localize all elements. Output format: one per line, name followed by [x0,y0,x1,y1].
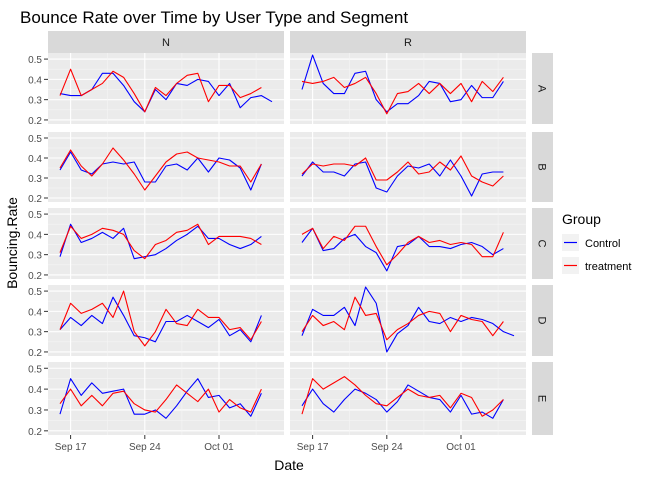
y-tick-label: 0.2 [28,116,42,127]
panel-N-E [48,362,284,435]
series-line-control-R-A [301,54,504,113]
panel-N-D [48,285,284,356]
facet-strip-C [532,208,553,279]
legend-title: Group [562,211,601,227]
y-tick-label: 0.2 [28,427,42,438]
series-line-control-N-C [59,223,262,260]
y-tick-label: 0.3 [28,251,42,262]
panel-N-C [48,208,284,279]
series-line-control-R-C [301,227,504,272]
series-line-treatment-N-B [59,147,262,191]
facet-strip-B [532,132,553,202]
panel-background [48,208,284,279]
panel-N-B [48,132,284,202]
facet-strip-A [532,53,553,124]
y-tick-label: 0.3 [28,328,42,339]
facet-label-E: E [536,395,548,402]
y-tick-label: 0.5 [28,134,42,145]
series-line-treatment-N-A [59,68,262,113]
facet-label-N: N [162,37,170,49]
series-line-treatment-R-A [301,76,504,115]
y-tick-label: 0.5 [28,287,42,298]
series-line-control-R-B [301,159,504,197]
y-tick-label: 0.5 [28,55,42,66]
x-axis-title: Date [274,457,304,473]
facet-strip-D [532,285,553,356]
facet-label-R: R [404,37,412,49]
x-tick-label: Sep 17 [55,442,87,453]
series-line-control-N-B [59,151,262,191]
y-tick-label: 0.3 [28,174,42,185]
series-line-control-N-D [59,296,262,343]
chart-title: Bounce Rate over Time by User Type and S… [20,8,408,27]
facet-label-A: A [536,85,548,93]
series-line-treatment-R-C [301,225,504,266]
facet-label-D: D [536,317,548,325]
panel-background [48,132,284,202]
y-tick-label: 0.5 [28,364,42,375]
panel-background [48,285,284,356]
y-tick-label: 0.4 [28,230,42,241]
panel-background [48,362,284,435]
series-line-control-R-D [301,286,515,353]
facet-strip-R [290,31,526,53]
y-tick-label: 0.4 [28,75,42,86]
series-line-treatment-R-D [301,296,504,341]
x-tick-label: Sep 24 [129,442,161,453]
y-tick-label: 0.4 [28,385,42,396]
panel-background [290,53,526,124]
series-line-control-N-A [59,72,273,113]
x-tick-label: Sep 24 [371,442,403,453]
panel-R-C [290,208,526,279]
panel-R-D [290,285,526,356]
x-tick-label: Sep 17 [297,442,329,453]
y-tick-label: 0.3 [28,406,42,417]
x-tick-label: Oct 01 [446,442,476,453]
series-line-treatment-N-C [59,223,262,260]
y-axis-title: Bouncing.Rate [4,197,20,289]
y-tick-label: 0.4 [28,154,42,165]
panel-R-B [290,132,526,202]
panel-R-A [290,53,526,124]
y-tick-label: 0.5 [28,210,42,221]
facet-strip-N [48,31,284,53]
series-line-treatment-R-B [301,155,504,187]
y-tick-label: 0.2 [28,194,42,205]
y-tick-label: 0.4 [28,307,42,318]
panel-R-E [290,362,526,435]
series-line-treatment-R-E [301,376,504,417]
facet-label-B: B [536,163,548,170]
y-tick-label: 0.3 [28,96,42,107]
legend-label-control: Control [585,238,620,250]
panel-N-A [48,53,284,124]
series-line-treatment-N-D [59,290,262,347]
panel-background [48,53,284,124]
panel-background [290,208,526,279]
legend-label-treatment: treatment [585,261,631,273]
facet-strip-E [532,362,553,435]
x-tick-label: Oct 01 [204,442,234,453]
series-line-treatment-N-E [59,384,262,413]
panel-background [290,285,526,356]
y-tick-label: 0.2 [28,271,42,282]
panel-background [290,362,526,435]
legend: Group Control treatment [562,211,631,274]
facet-label-C: C [536,240,548,248]
panel-background [290,132,526,202]
y-tick-label: 0.2 [28,348,42,359]
series-line-control-N-E [59,378,262,419]
